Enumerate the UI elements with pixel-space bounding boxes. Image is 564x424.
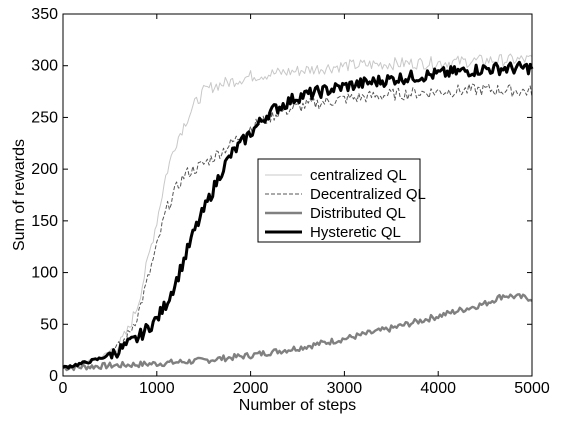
series-line-0 bbox=[62, 53, 533, 368]
y-tick-label: 100 bbox=[31, 265, 58, 282]
y-tick-label: 50 bbox=[40, 316, 58, 333]
y-tick-label: 350 bbox=[31, 6, 58, 23]
legend-entry-0: centralized QL bbox=[310, 167, 407, 184]
y-axis-label: Sum of rewards bbox=[11, 139, 28, 251]
legend: centralized QL Decentralized QL Distribute… bbox=[257, 158, 426, 243]
y-tick-label: 300 bbox=[31, 58, 58, 75]
x-tick-label: 1000 bbox=[139, 380, 175, 397]
legend-entry-2: Distributed QL bbox=[310, 205, 406, 222]
y-tick-label: 200 bbox=[31, 161, 58, 178]
y-tick-label: 250 bbox=[31, 109, 58, 126]
series-line-1 bbox=[62, 83, 533, 369]
x-tick-label: 5000 bbox=[514, 380, 550, 397]
legend-entry-1: Decentralized QL bbox=[310, 186, 426, 203]
legend-entry-3: Hysteretic QL bbox=[310, 224, 401, 241]
series-layer bbox=[62, 53, 534, 372]
y-tick-label: 150 bbox=[31, 213, 58, 230]
y-tick-label: 0 bbox=[49, 368, 58, 385]
ticks-layer: 0 1000 2000 3000 4000 5000 0 50 100 150 200 250 300 3… bbox=[31, 6, 550, 397]
series-line-2 bbox=[62, 293, 533, 372]
x-tick-label: 2000 bbox=[233, 380, 269, 397]
legend-box bbox=[257, 158, 421, 243]
x-axis-label: Number of steps bbox=[239, 397, 356, 414]
x-tick-label: 4000 bbox=[420, 380, 456, 397]
x-tick-label: 0 bbox=[59, 380, 68, 397]
x-tick-label: 3000 bbox=[327, 380, 363, 397]
series-line-3 bbox=[62, 60, 534, 370]
plot-frame bbox=[62, 13, 533, 377]
